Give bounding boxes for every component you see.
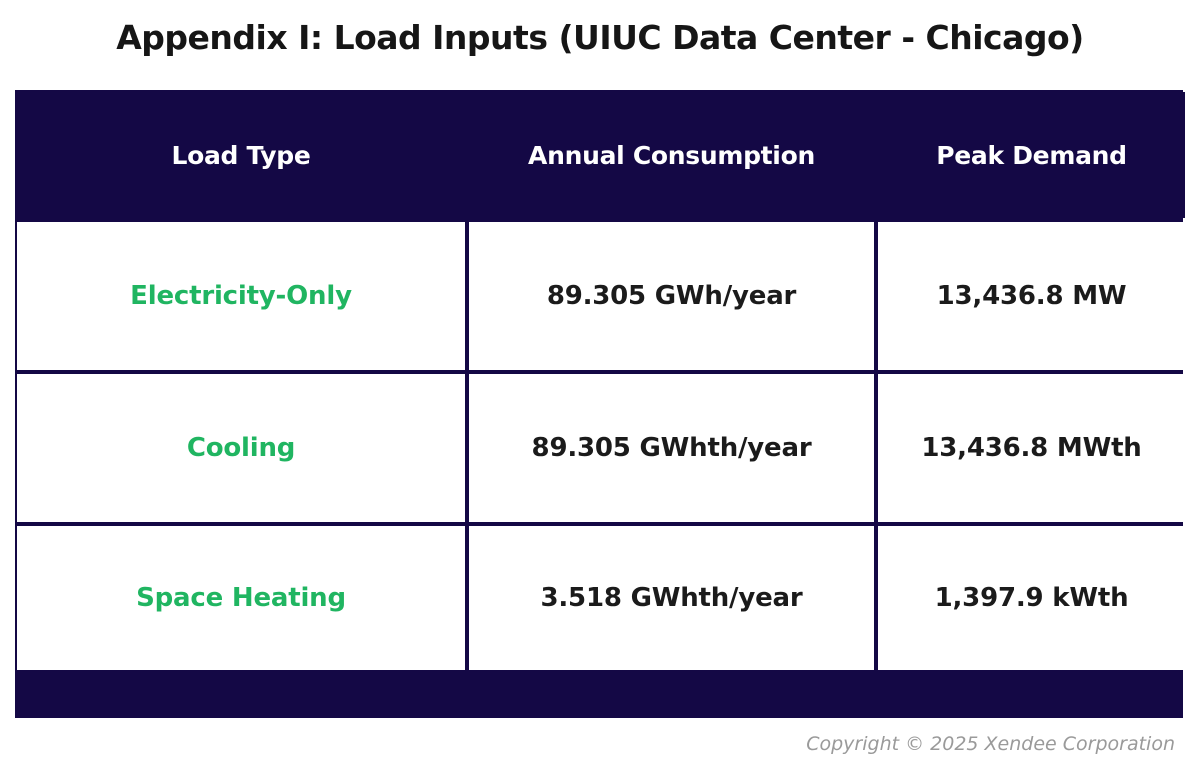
- row-space-heating-load-type: Space Heating: [17, 526, 465, 670]
- row-space-heating-peak-demand: 1,397.9 kWth: [878, 526, 1185, 670]
- column-header-annual-consumption: Annual Consumption: [469, 92, 874, 218]
- row-cooling-peak-demand: 13,436.8 MWth: [878, 374, 1185, 522]
- load-inputs-table: Load Type Annual Consumption Peak Demand…: [15, 90, 1185, 718]
- row-cooling-load-type: Cooling: [17, 374, 465, 522]
- column-header-peak-demand: Peak Demand: [878, 92, 1185, 218]
- row-space-heating-annual-consumption: 3.518 GWhth/year: [469, 526, 874, 670]
- row-electricity-peak-demand: 13,436.8 MW: [878, 222, 1185, 370]
- table-grid: Load Type Annual Consumption Peak Demand…: [15, 90, 1185, 670]
- page-title: Appendix I: Load Inputs (UIUC Data Cente…: [116, 18, 1084, 57]
- column-header-load-type: Load Type: [17, 92, 465, 218]
- copyright-notice: Copyright © 2025 Xendee Corporation: [806, 733, 1175, 755]
- row-electricity-annual-consumption: 89.305 GWh/year: [469, 222, 874, 370]
- row-electricity-load-type: Electricity-Only: [17, 222, 465, 370]
- row-cooling-annual-consumption: 89.305 GWhth/year: [469, 374, 874, 522]
